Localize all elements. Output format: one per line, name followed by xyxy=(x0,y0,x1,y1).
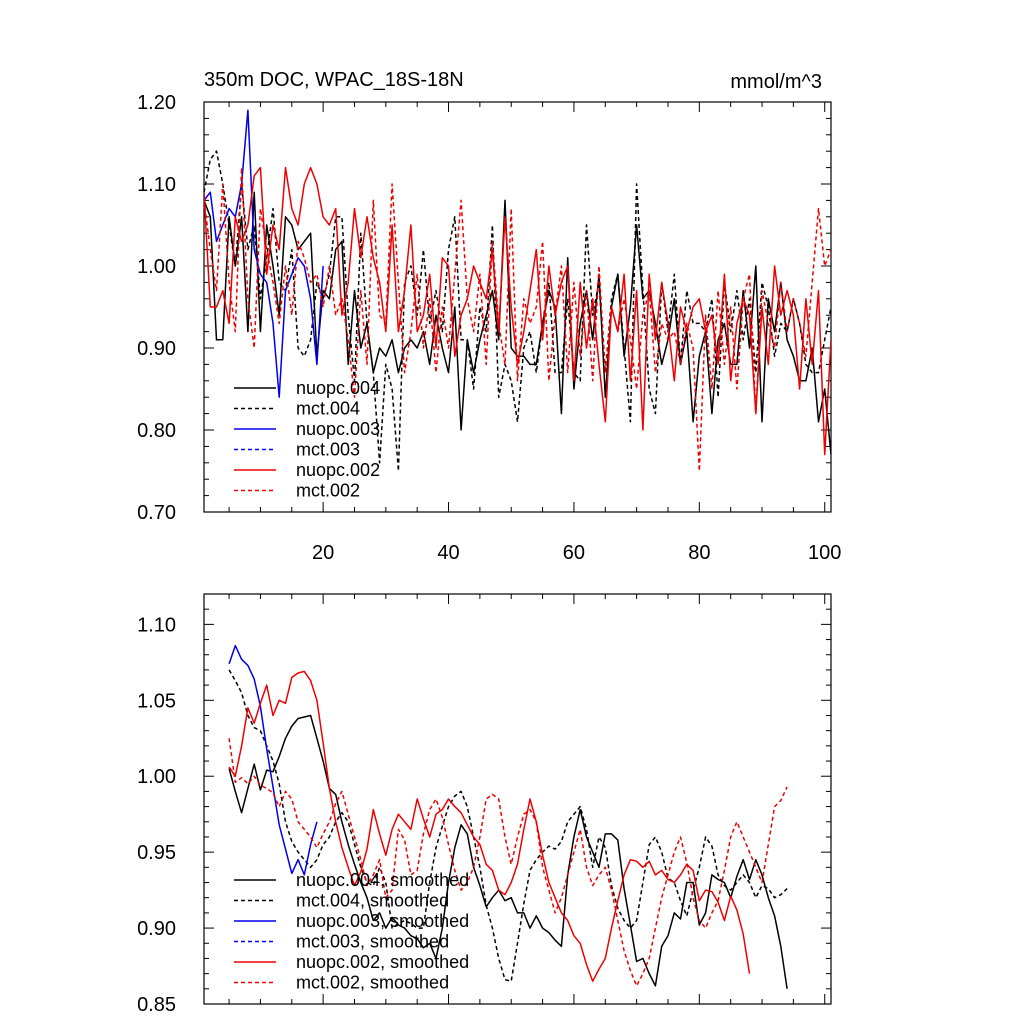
x-tick-label: 80 xyxy=(688,542,710,564)
y-tick-label: 1.10 xyxy=(137,174,176,196)
legend-label: mct.003 xyxy=(296,440,360,460)
legend: nuopc.004mct.004nuopc.003mct.003nuopc.00… xyxy=(234,378,380,501)
y-tick-label: 1.05 xyxy=(137,690,176,712)
chart-title: 350m DOC, WPAC_18S-18N xyxy=(204,69,464,91)
legend-label: mct.002 xyxy=(296,481,360,501)
legend-label: nuopc.003 xyxy=(296,419,380,439)
y-tick-label: 0.90 xyxy=(137,918,176,940)
series-line-mct-002-smoothed xyxy=(228,738,788,987)
series-line-nuopc-004-smoothed xyxy=(228,714,788,989)
plot-frame xyxy=(203,101,832,513)
series-line-nuopc-002-smoothed xyxy=(228,670,751,982)
units-label: mmol/m^3 xyxy=(730,71,822,93)
y-tick-label: 1.20 xyxy=(137,92,176,114)
panel-top: 350m DOC, WPAC_18S-18N mmol/m^3 20 40 60 80… xyxy=(137,69,841,564)
legend-label: nuopc.002, smoothed xyxy=(296,952,469,972)
plot-frame xyxy=(203,593,832,1005)
series-line-mct-004-smoothed xyxy=(228,669,788,982)
y-tick-label: 0.90 xyxy=(137,338,176,360)
legend-label: mct.004 xyxy=(296,399,360,419)
series-line-nuopc-004 xyxy=(204,191,831,455)
plot-area-bottom: 0.85 0.90 0.95 1.00 1.05 1.10 nuopc.004, smoot… xyxy=(137,593,832,1016)
plot-area-top: 20 40 60 80 100 0.70 0.80 0.90 1.00 1.10 1.20 nuopc… xyxy=(137,92,841,564)
legend-label: nuopc.002 xyxy=(296,460,380,480)
series-line-nuopc-003-smoothed xyxy=(228,644,318,876)
y-tick-label: 0.80 xyxy=(137,420,176,442)
x-tick-label: 20 xyxy=(312,542,334,564)
legend-label: nuopc.004, smoothed xyxy=(296,870,469,890)
y-tick-label: 0.85 xyxy=(137,994,176,1016)
y-tick-label: 1.00 xyxy=(137,256,176,278)
x-tick-label: 100 xyxy=(808,542,841,564)
legend-label: mct.004, smoothed xyxy=(296,891,449,911)
x-tick-label: 40 xyxy=(437,542,459,564)
legend-label: mct.003, smoothed xyxy=(296,932,449,952)
panel-bottom: 0.85 0.90 0.95 1.00 1.05 1.10 nuopc.004, smoot… xyxy=(137,593,832,1016)
y-tick-label: 0.95 xyxy=(137,842,176,864)
y-tick-label: 1.00 xyxy=(137,766,176,788)
series-line-nuopc-003 xyxy=(204,109,324,398)
y-tick-label: 1.10 xyxy=(137,614,176,636)
series-line-mct-002 xyxy=(204,166,831,472)
y-tick-label: 0.70 xyxy=(137,502,176,524)
legend-label: nuopc.003, smoothed xyxy=(296,911,469,931)
x-tick-label: 60 xyxy=(563,542,585,564)
legend-label: mct.002, smoothed xyxy=(296,973,449,993)
legend-label: nuopc.004 xyxy=(296,378,380,398)
series-line-mct-004 xyxy=(204,150,831,472)
